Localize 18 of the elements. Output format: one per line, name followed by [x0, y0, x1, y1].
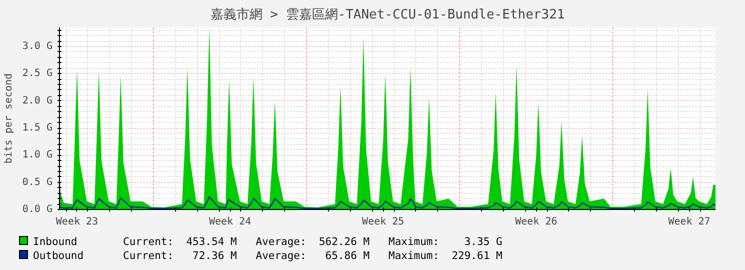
text: Current: 453.54 M Average: 562.26 M Maximum: 3.35 G	[123, 236, 502, 248]
y-tick-label: 1.5 G	[22, 122, 53, 134]
y-tick-label: 0.0 G	[22, 204, 53, 215]
x-tick-label: Week 27	[668, 216, 710, 228]
legend-label: Inbound	[33, 235, 78, 250]
y-axis-title: bits per second	[3, 73, 14, 164]
y-tick-label: 1.0 G	[22, 150, 53, 161]
legend-label: Outbound	[33, 249, 85, 264]
y-tick-label: 0.5 G	[22, 176, 53, 188]
x-tick-label: Week 23	[56, 216, 98, 228]
text: Current: 72.36 M Average: 65.86 M Maximum: 229.61 M	[123, 250, 502, 262]
y-tick-label: 2.0 G	[22, 95, 53, 106]
x-tick-label: Week 24	[208, 216, 252, 228]
chart-title: 嘉義市網 > 雲嘉區網-TANet-CCU-01-Bundle-Ether321	[210, 8, 565, 22]
x-tick-label: Week 26	[515, 216, 558, 228]
y-tick-label: 2.5 G	[22, 68, 53, 80]
x-tick-label: Week 25	[362, 216, 404, 228]
y-tick-label: 3.0 G	[22, 41, 53, 52]
